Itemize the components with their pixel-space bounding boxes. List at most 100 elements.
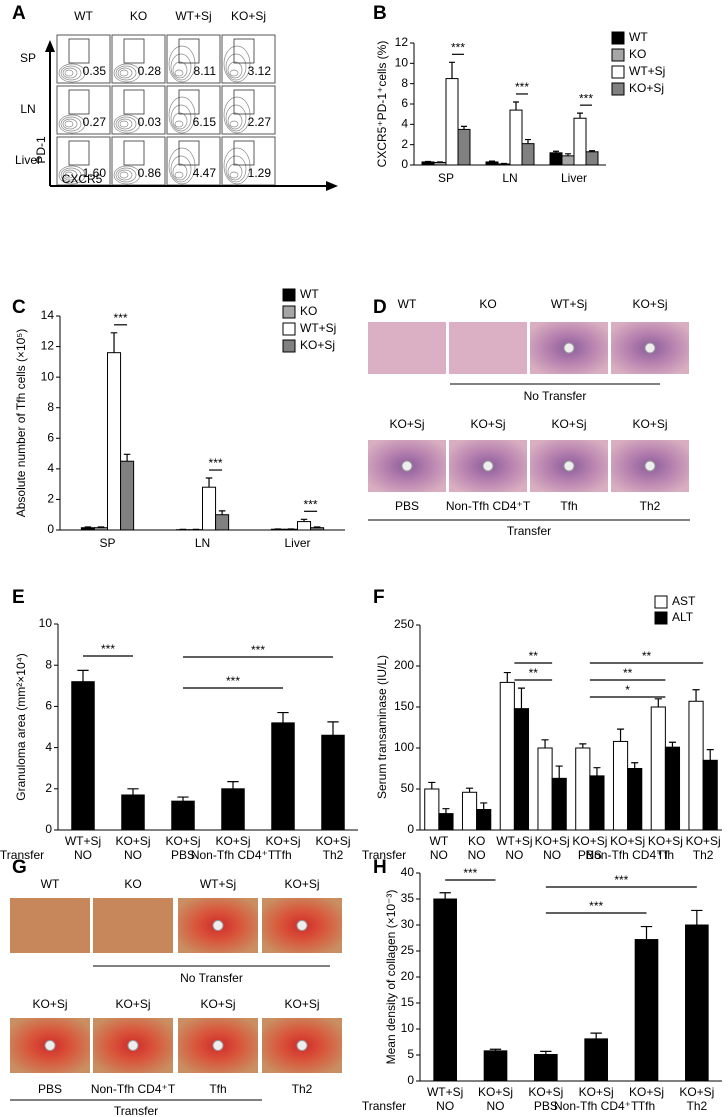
contour: [113, 63, 141, 83]
contour: [60, 65, 82, 81]
bar: [202, 486, 217, 531]
bar: [271, 722, 295, 831]
y-tick-label: 30: [401, 917, 415, 931]
error-bar: [525, 138, 531, 144]
x-tick-label: KO+Sj: [478, 1085, 513, 1099]
vessel: [296, 920, 308, 931]
x-tick-label: WT+Sj: [496, 834, 532, 848]
contour: [172, 112, 188, 130]
row-label: Transfer: [362, 848, 406, 862]
image-caption: Tfh: [209, 1082, 226, 1096]
group-caption: No Transfer: [524, 389, 587, 403]
contour: [168, 147, 196, 185]
image-label: KO+Sj: [632, 417, 667, 431]
contour: [62, 118, 78, 130]
error-bar: [631, 762, 639, 769]
vessel: [212, 920, 224, 931]
panel-letter: H: [373, 857, 387, 878]
y-tick-label: 20: [401, 969, 415, 983]
y-tick-label: 0: [45, 822, 52, 836]
vessel: [212, 1040, 224, 1051]
gate: [68, 89, 90, 115]
y-tick-label: 150: [394, 699, 414, 713]
legend-label: KO: [629, 47, 646, 61]
y-tick-label: 6: [45, 699, 52, 713]
bar: [476, 809, 492, 831]
error-bar: [654, 698, 662, 707]
contour: [227, 61, 243, 79]
contour: [62, 169, 78, 181]
image-label: WT+Sj: [551, 297, 587, 311]
contour: [60, 116, 82, 132]
contour: [225, 155, 247, 183]
y-axis-label: Absolute number of Tfh cells (×10⁵): [14, 329, 28, 518]
contour: [229, 171, 239, 179]
panel-letter: A: [12, 3, 26, 24]
percentage: 8.11: [194, 64, 217, 78]
image-label: KO: [479, 297, 496, 311]
bar: [534, 1053, 558, 1082]
image-label: KO: [124, 877, 141, 891]
group-caption: Transfer: [507, 524, 551, 538]
x-axis-label: CXCR5: [62, 172, 103, 186]
error-bar: [513, 101, 519, 111]
contour: [170, 104, 192, 132]
y-tick-label: 12: [41, 339, 55, 353]
legend-label: KO+Sj: [629, 81, 664, 95]
error-bar: [466, 787, 474, 793]
legend-swatch: [611, 65, 625, 79]
error-bar: [428, 781, 436, 789]
error-bar: [480, 802, 488, 810]
error-bar: [503, 671, 511, 683]
vessel: [482, 460, 494, 472]
significance-label: ***: [579, 91, 593, 105]
bar: [461, 791, 478, 831]
column-label: WT+Sj: [175, 9, 211, 23]
row-label: SP: [20, 51, 36, 65]
error-bar: [640, 925, 653, 940]
error-bar: [617, 728, 625, 742]
bar: [171, 800, 195, 831]
x-subcategory-label: PBS: [171, 848, 195, 862]
significance-label: ***: [515, 80, 529, 94]
row-label: Liver: [15, 153, 41, 167]
bar: [585, 151, 599, 166]
panel-letter: C: [12, 297, 26, 318]
legend-swatch: [282, 339, 296, 353]
x-subcategory-label: Th2: [686, 1099, 707, 1113]
bar: [627, 768, 643, 831]
x-subcategory-label: Tfh: [274, 848, 291, 862]
x-subcategory-label: NO: [487, 1099, 505, 1113]
percentage: 6.15: [193, 115, 217, 129]
vessel: [644, 342, 656, 354]
image-caption: Tfh: [560, 499, 577, 513]
contour: [225, 104, 247, 132]
micrograph: [449, 322, 527, 374]
vessel: [44, 1040, 56, 1051]
arrow-head: [45, 40, 55, 52]
contour: [227, 163, 243, 181]
bar: [445, 78, 459, 166]
x-tick-label: Liver: [561, 171, 587, 185]
y-tick-label: 50: [401, 781, 415, 795]
error-bar: [517, 687, 525, 709]
contour: [64, 120, 74, 128]
image-label: WT: [41, 877, 60, 891]
vessel: [644, 460, 656, 472]
bar: [509, 109, 523, 166]
y-tick-label: 6: [47, 430, 54, 444]
x-tick-label: WT+Sj: [65, 834, 101, 848]
panel-letter: G: [12, 857, 27, 878]
x-tick-label: KO+Sj: [679, 1085, 714, 1099]
bar: [433, 898, 457, 1082]
legend-label: ALT: [672, 610, 694, 624]
contour: [223, 147, 251, 185]
y-tick-label: 8: [45, 657, 52, 671]
contour: [117, 169, 133, 181]
x-subcategory-label: NO: [468, 848, 486, 862]
y-tick-label: 4: [401, 117, 408, 131]
y-tick-label: 0: [401, 157, 408, 171]
y-tick-label: 5: [407, 1047, 414, 1061]
error-bar: [77, 669, 89, 682]
error-bar: [593, 767, 601, 776]
